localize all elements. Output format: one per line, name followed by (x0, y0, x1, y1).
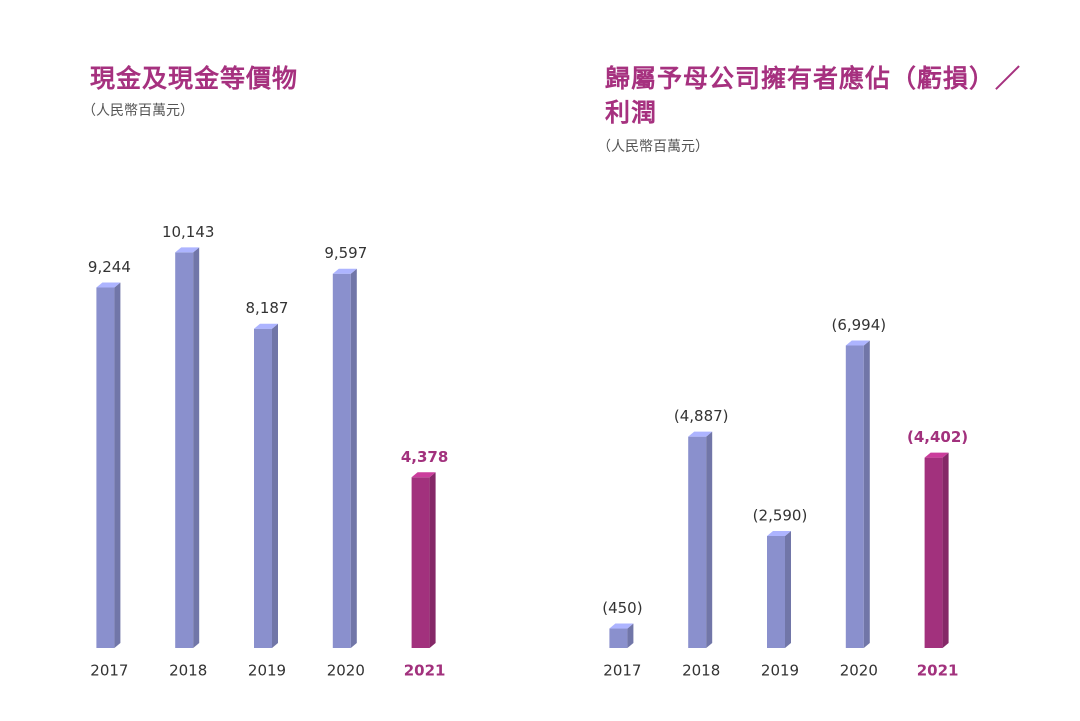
bar-top (845, 340, 870, 346)
chart-subtitle: （人民幣百萬元） (597, 139, 709, 155)
chart-title: 現金及現金等價物 (90, 64, 299, 93)
bar-side (114, 282, 121, 648)
bar-side (272, 323, 278, 648)
bar (767, 535, 785, 648)
bar-top (688, 431, 713, 437)
x-tick-label: 2017 (90, 662, 128, 680)
x-tick-label: 2020 (840, 662, 878, 680)
value-label: (4,402) (907, 428, 968, 446)
x-tick-label: 2018 (169, 662, 207, 680)
bar-top (254, 323, 278, 329)
bar (254, 328, 272, 648)
x-tick-label: 2021 (917, 662, 959, 680)
bar-top (411, 472, 436, 478)
chart-title: 歸屬予母公司擁有者應佔（虧損）／利潤 (605, 64, 1022, 127)
bar-side (627, 623, 634, 648)
bar-side (706, 431, 713, 648)
bar-side (193, 247, 200, 648)
bar-top (332, 268, 357, 274)
bar-top (175, 247, 200, 253)
chart-subtitle: （人民幣百萬元） (82, 103, 194, 119)
x-tick-label: 2021 (404, 662, 446, 680)
bar-side (785, 530, 791, 648)
bar-side (429, 472, 436, 648)
bar (175, 252, 194, 648)
bar-side (350, 268, 357, 648)
value-label: 8,187 (246, 299, 289, 317)
value-label: 10,143 (162, 223, 215, 241)
value-label: (450) (602, 599, 642, 617)
bar (411, 477, 430, 648)
bar (332, 273, 351, 648)
x-tick-label: 2018 (682, 662, 720, 680)
bar-top (609, 623, 634, 629)
bar (96, 287, 115, 648)
bar-side (863, 340, 870, 648)
x-tick-label: 2019 (248, 662, 286, 680)
value-label: (2,590) (753, 506, 808, 524)
bar-side (942, 452, 949, 648)
bar (609, 628, 628, 648)
x-tick-label: 2019 (761, 662, 799, 680)
value-label: 4,378 (401, 448, 448, 466)
value-label: (6,994) (831, 316, 886, 334)
x-tick-label: 2020 (327, 662, 365, 680)
value-label: 9,597 (324, 244, 367, 262)
value-label: (4,887) (674, 407, 729, 425)
bar-top (96, 282, 121, 288)
bar-top (767, 530, 791, 536)
bar (688, 436, 707, 648)
value-label: 9,244 (88, 258, 131, 276)
bar (924, 457, 943, 648)
bar-top (924, 452, 949, 458)
x-tick-label: 2017 (603, 662, 641, 680)
bar (845, 345, 864, 648)
